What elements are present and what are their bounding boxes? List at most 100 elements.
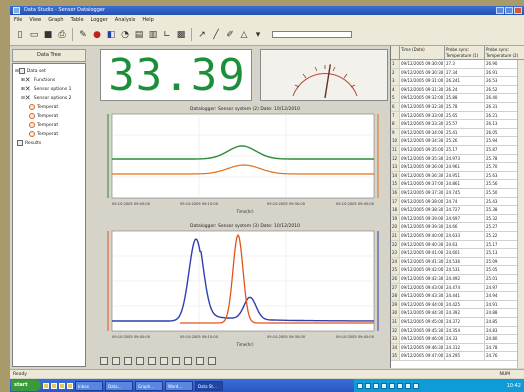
tree-item-results[interactable]: Results [15,139,83,148]
tray-icon[interactable] [365,382,371,389]
chart-axis-icon[interactable]: ∟ [163,29,171,40]
table-row[interactable]: 8 09/12/2005 09:33:30 25.57 26.13 [391,120,524,129]
table-header-time[interactable]: Time (Date) [400,46,445,60]
quick-launch-icon[interactable] [59,382,65,389]
zoom-in-icon[interactable] [100,357,108,365]
menu-logger[interactable]: Logger [90,16,108,23]
table-row[interactable]: 12 09/12/2005 09:35:30 24.973 25.78 [391,154,524,164]
table-row[interactable]: 15 09/12/2005 09:37:00 24.861 25.56 [391,180,524,189]
table-row[interactable]: 18 09/12/2005 09:38:30 24.727 25.38 [391,206,524,215]
taskbar-item-word[interactable]: Word... [165,380,193,391]
tree-item-temperature-2[interactable]: Temperat [15,112,83,121]
tree-item-data-set[interactable]: ⊟ Data set [15,67,46,74]
table-view-icon[interactable]: ▤ [134,29,144,40]
quick-launch-icon[interactable] [51,382,57,389]
tree-item-sensor-options-1[interactable]: ⊞✕ Sensor options 1 [21,84,72,93]
table-row[interactable]: 2 09/12/2005 09:30:30 27.34 26.91 [391,68,524,78]
pen-icon[interactable]: ✐ [226,29,234,40]
menu-analysis[interactable]: Analysis [114,16,136,23]
table-row[interactable]: 11 09/12/2005 09:35:00 25.17 25.87 [391,146,524,155]
table-row[interactable]: 3 09/12/2005 09:31:00 26.241 26.53 [391,77,524,86]
table-row[interactable]: 10 09/12/2005 09:34:30 25.26 25.94 [391,137,524,146]
table-row[interactable]: 33 09/12/2005 09:46:00 24.33 24.80 [391,335,524,344]
tray-icon[interactable] [373,382,379,389]
tree-item-temperature-3[interactable]: Temperat [15,121,83,130]
table-row[interactable]: 7 09/12/2005 09:33:00 25.65 26.21 [391,111,524,121]
stop-record-icon[interactable]: ● [93,29,101,40]
table-row[interactable]: 21 09/12/2005 09:40:00 24.633 25.22 [391,232,524,241]
table-row[interactable]: 6 09/12/2005 09:32:30 25.78 26.31 [391,103,524,112]
tray-icon[interactable] [357,382,363,389]
table-row[interactable]: 1 09/12/2005 09:30:00 27.3 26.90 [391,60,524,69]
dropdown-arrow-icon[interactable]: ▾ [255,29,261,40]
annotation-icon[interactable] [196,357,204,365]
print-icon[interactable]: ⎙ [58,29,66,40]
line-tool-icon[interactable]: ╱ [213,29,219,40]
open-folder-icon[interactable]: ▭ [29,29,39,40]
minimize-button[interactable] [496,7,504,14]
tray-icon[interactable] [389,382,395,389]
table-row[interactable]: 4 09/12/2005 09:31:30 26.24 26.52 [391,85,524,95]
menu-table[interactable]: Table [70,16,84,23]
save-icon[interactable]: ■ [43,29,53,40]
taskbar-item-data-studio[interactable]: Data St... [195,380,223,391]
gradient-icon[interactable] [160,357,168,365]
zoom-slider[interactable] [272,31,352,38]
zoom-out-icon[interactable] [112,357,120,365]
table-row[interactable]: 9 09/12/2005 09:34:00 25.41 26.05 [391,128,524,138]
table-header-temp-1[interactable]: Probe sync: Temperature (1) [445,46,485,60]
close-button[interactable] [514,7,522,14]
menu-help[interactable]: Help [142,16,154,23]
table-row[interactable]: 17 09/12/2005 09:38:00 24.74 25.43 [391,197,524,207]
table-row[interactable]: 19 09/12/2005 09:39:00 24.697 25.32 [391,214,524,224]
export-icon[interactable] [208,357,216,365]
column-view-icon[interactable]: ▥ [148,29,158,40]
table-row[interactable]: 20 09/12/2005 09:39:30 24.66 25.27 [391,223,524,232]
triangle-icon[interactable]: △ [240,29,248,40]
bar-chart-icon[interactable]: ▩ [176,29,186,40]
table-row[interactable]: 30 09/12/2005 09:44:30 24.392 24.88 [391,309,524,318]
menu-file[interactable]: File [14,16,23,23]
maximize-button[interactable] [505,7,513,14]
meter-view-icon[interactable]: ◔ [121,29,129,40]
area-icon[interactable] [172,357,180,365]
tray-icon[interactable] [413,382,419,389]
quick-launch-icon[interactable] [67,382,73,389]
tree-item-temperature-4[interactable]: Temperat [15,130,83,139]
statistics-icon[interactable] [184,357,192,365]
cursor-icon[interactable]: ↗ [198,29,206,40]
menu-graph[interactable]: Graph [48,16,64,23]
table-row[interactable]: 14 09/12/2005 09:36:30 24.951 25.63 [391,171,524,181]
table-row[interactable]: 29 09/12/2005 09:44:00 24.425 24.91 [391,300,524,310]
table-row[interactable]: 22 09/12/2005 09:40:30 24.63 25.17 [391,240,524,250]
tray-icon[interactable] [405,382,411,389]
table-row[interactable]: 32 09/12/2005 09:45:30 24.354 24.83 [391,326,524,336]
table-row[interactable]: 35 09/12/2005 09:47:00 24.295 24.76 [391,352,524,361]
taskbar-item-data[interactable]: Data... [105,380,133,391]
graph-view-icon[interactable]: ◧ [106,29,116,40]
table-row[interactable]: 24 09/12/2005 09:41:30 24.536 25.09 [391,257,524,267]
table-row[interactable]: 34 09/12/2005 09:46:30 24.312 24.78 [391,343,524,353]
tree-item-sensor-options-2[interactable]: ⊟✕ Sensor options 2 [21,93,72,102]
cursor-icon[interactable] [148,357,156,365]
tray-icon[interactable] [381,382,387,389]
pan-icon[interactable] [124,357,132,365]
table-scrollbar[interactable] [517,60,524,368]
table-row[interactable]: 26 09/12/2005 09:42:30 24.492 25.01 [391,275,524,284]
table-row[interactable]: 28 09/12/2005 09:43:30 24.441 24.94 [391,292,524,301]
table-row[interactable]: 31 09/12/2005 09:45:00 24.372 24.85 [391,318,524,327]
table-row[interactable]: 27 09/12/2005 09:43:00 24.474 24.97 [391,283,524,293]
start-button[interactable]: start [11,380,41,391]
new-file-icon[interactable]: ▯ [17,29,23,40]
table-row[interactable]: 5 09/12/2005 09:32:00 25.88 26.40 [391,94,524,103]
table-row[interactable]: 16 09/12/2005 09:37:30 24.745 25.50 [391,189,524,198]
sensor-icon[interactable]: ✎ [79,29,87,40]
tree-item-functions[interactable]: ⊞✕ Functions [21,75,56,84]
menu-view[interactable]: View [29,16,42,23]
table-row[interactable]: 13 09/12/2005 09:36:00 24.961 25.70 [391,163,524,172]
table-row[interactable]: 23 09/12/2005 09:41:00 24.601 25.13 [391,249,524,258]
taskbar-item-graph[interactable]: Graph... [135,380,163,391]
autoscale-icon[interactable] [136,357,144,365]
table-row[interactable]: 25 09/12/2005 09:42:00 24.531 25.05 [391,266,524,275]
quick-launch-icon[interactable] [43,382,49,389]
